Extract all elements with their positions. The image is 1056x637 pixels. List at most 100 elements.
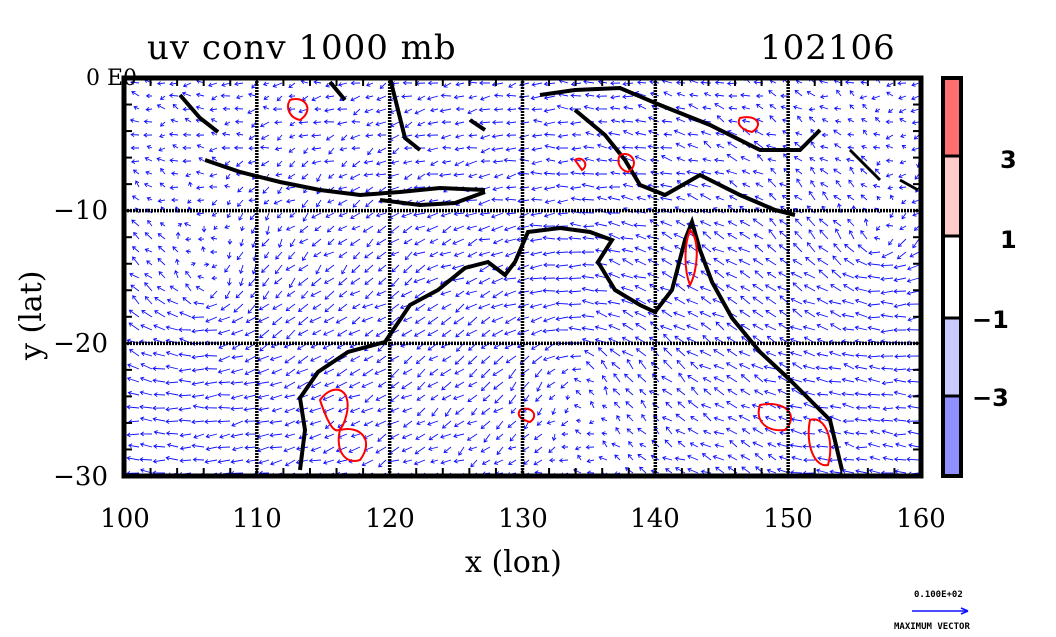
wind-vector <box>505 185 517 190</box>
wind-vector <box>205 316 218 323</box>
wind-vector <box>239 238 245 247</box>
wind-vector <box>728 105 738 111</box>
wind-vector <box>872 145 881 150</box>
wind-vector <box>700 170 712 175</box>
wind-vector <box>468 94 478 100</box>
wind-vector <box>542 251 556 257</box>
wind-vector <box>608 272 621 279</box>
wind-vector <box>251 121 257 128</box>
wind-vector <box>481 407 491 415</box>
wind-vector <box>301 68 308 72</box>
wind-vector <box>623 105 634 111</box>
wind-vector <box>165 419 179 424</box>
wind-vector <box>479 264 491 272</box>
wind-vector <box>89 403 100 408</box>
wind-vector <box>482 394 491 402</box>
wind-vector <box>185 172 192 178</box>
wind-vector <box>828 390 842 396</box>
wind-vector <box>715 466 725 474</box>
wind-vector <box>217 419 231 424</box>
wind-vector <box>231 420 244 427</box>
wind-vector <box>686 284 699 292</box>
wind-vector <box>218 355 231 362</box>
wind-vector <box>203 262 210 268</box>
wind-vector <box>816 323 829 331</box>
wind-vector <box>713 387 725 396</box>
wind-vector <box>264 212 270 221</box>
wind-vector <box>171 197 179 203</box>
wind-vector <box>555 289 569 295</box>
wind-vector <box>829 415 842 422</box>
wind-vector <box>896 251 907 260</box>
wind-vector <box>836 89 842 97</box>
wind-vector <box>699 310 712 318</box>
wind-vector <box>507 420 517 428</box>
wind-vector <box>256 446 270 453</box>
wind-vector <box>881 429 894 435</box>
wind-vector <box>365 133 374 138</box>
wind-vector <box>145 170 153 176</box>
wind-vector <box>465 329 478 337</box>
wind-vector <box>621 118 634 124</box>
wind-vector <box>479 80 491 86</box>
wind-vector <box>725 272 738 279</box>
wind-vector <box>894 469 907 474</box>
wind-vector <box>754 244 764 253</box>
wind-vector <box>530 197 543 202</box>
wind-vector <box>208 184 218 190</box>
wind-vector <box>555 183 569 189</box>
wind-vector <box>713 416 725 422</box>
colorbar-label: −1 <box>972 306 1009 334</box>
wind-vector <box>441 119 452 125</box>
wind-vector <box>725 427 738 435</box>
wind-vector <box>492 290 504 299</box>
wind-vector <box>402 316 413 322</box>
wind-vector <box>690 361 699 370</box>
wind-vector <box>361 381 374 389</box>
wind-vector <box>803 402 816 409</box>
wind-vector <box>854 364 868 370</box>
wind-vector <box>277 134 283 141</box>
wind-vector <box>247 92 257 98</box>
wind-vector <box>804 310 816 318</box>
wind-vector <box>400 394 413 400</box>
wind-vector <box>790 417 803 422</box>
wind-vector <box>103 311 113 317</box>
wind-vector <box>454 420 465 428</box>
vector-key-label: MAXIMUM VECTOR <box>894 622 970 632</box>
wind-vector <box>191 381 205 387</box>
wind-vector <box>230 368 244 374</box>
wind-vector <box>415 264 426 274</box>
wind-vector <box>251 264 257 275</box>
wind-vector <box>309 420 322 426</box>
wind-vector <box>263 199 270 205</box>
wind-vector <box>726 153 738 162</box>
wind-vector <box>144 156 153 162</box>
wind-vector <box>153 443 166 449</box>
wind-vector <box>829 323 842 331</box>
wind-vector <box>442 355 452 362</box>
wind-vector <box>909 251 920 258</box>
wind-vector <box>430 394 439 401</box>
wind-vector <box>529 264 543 270</box>
wind-vector <box>818 269 829 279</box>
wind-vector <box>337 82 348 87</box>
wind-vector <box>324 381 335 387</box>
wind-vector <box>574 446 582 451</box>
wind-vector <box>440 290 452 296</box>
wind-vector <box>467 238 478 246</box>
wind-vector <box>128 309 140 318</box>
wind-vector <box>402 160 413 165</box>
wind-vector <box>858 482 867 486</box>
wind-vector <box>106 272 113 278</box>
wind-vector <box>536 381 543 392</box>
wind-vector <box>691 386 699 396</box>
wind-vector <box>620 194 634 201</box>
wind-vector <box>157 257 166 266</box>
wind-vector <box>893 417 907 423</box>
wind-vector <box>338 251 348 258</box>
wind-vector <box>402 368 413 375</box>
wind-vector <box>828 365 842 371</box>
wind-vector <box>415 433 426 440</box>
wind-vector <box>233 303 244 313</box>
